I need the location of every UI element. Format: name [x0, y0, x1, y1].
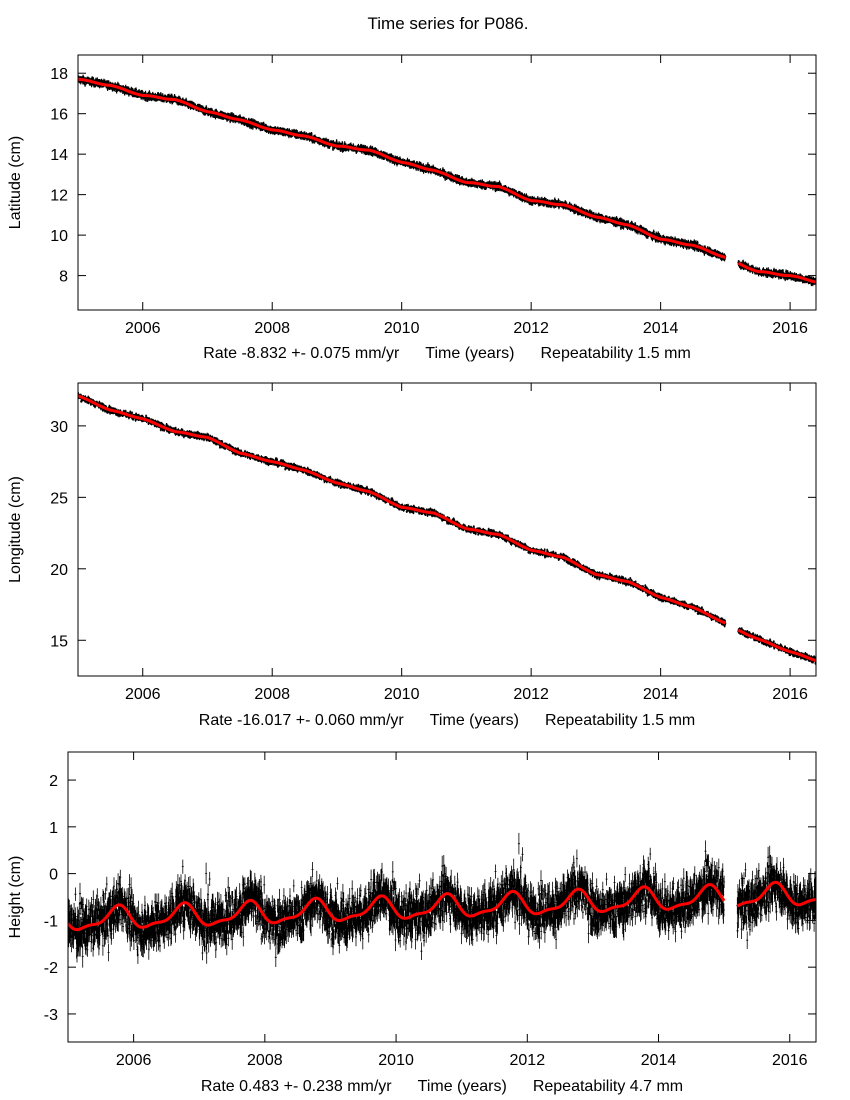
latitude-x-axis-label: Rate -8.832 +- 0.075 mm/yr Time (years) Re…: [203, 345, 691, 362]
height-observation-points: [68, 832, 816, 968]
latitude-rate-text: Rate -8.832 +- 0.075 mm/yr: [203, 345, 400, 362]
y-tick-label: 25: [50, 490, 68, 507]
y-tick-label: 18: [50, 66, 68, 83]
x-tick-label: 2016: [772, 320, 808, 337]
height-x-axis-label: Rate 0.483 +- 0.238 mm/yr Time (years) Rep…: [201, 1078, 683, 1095]
x-tick-label: 2008: [247, 1052, 283, 1069]
x-tick-label: 2006: [125, 320, 161, 337]
longitude-time-label: Time (years): [430, 712, 519, 729]
longitude-model-fit: [78, 394, 816, 663]
y-tick-label: 15: [50, 633, 68, 650]
x-tick-label: 2016: [772, 686, 808, 703]
height-repeatability-text: Repeatability 4.7 mm: [533, 1078, 683, 1095]
x-tick-label: 2006: [125, 686, 161, 703]
x-tick-label: 2010: [384, 686, 420, 703]
y-tick-label: 20: [50, 562, 68, 579]
y-tick-label: 10: [50, 228, 68, 245]
height-fit-line-1: [736, 880, 816, 908]
longitude-y-axis-label: Longitude (cm): [7, 476, 24, 583]
longitude-panel: 2006 2008 2010 2012 2014 2016 15 20 25 30 Longitud…: [7, 382, 817, 729]
latitude-fit-line-0: [78, 77, 726, 259]
x-tick-label: 2012: [513, 686, 549, 703]
longitude-plot-frame: [77, 382, 817, 677]
x-tick-label: 2008: [254, 686, 290, 703]
height-y-axis-label: Height (cm): [7, 856, 24, 939]
y-tick-label: -1: [44, 913, 58, 930]
y-tick-label: 14: [50, 147, 68, 164]
y-tick-label: 0: [49, 867, 58, 884]
y-tick-label: -3: [44, 1007, 58, 1024]
y-tick-label: 12: [50, 188, 68, 205]
latitude-time-label: Time (years): [425, 345, 514, 362]
y-tick-label: 30: [50, 419, 68, 436]
y-tick-label: 16: [50, 107, 68, 124]
latitude-plot-frame: [77, 54, 817, 311]
x-tick-label: 2006: [116, 1052, 152, 1069]
latitude-observation-points: [78, 74, 816, 287]
x-tick-label: 2014: [643, 320, 679, 337]
figure-title: Time series for P086.: [367, 14, 529, 33]
x-tick-label: 2010: [378, 1052, 414, 1069]
longitude-rate-text: Rate -16.017 +- 0.060 mm/yr: [199, 712, 405, 729]
latitude-observations: [78, 74, 816, 287]
x-tick-label: 2016: [772, 1052, 808, 1069]
height-panel: 2006 2008 2010 2012 2014 2016 -3 -2 -1 0 1 2 Height …: [7, 751, 817, 1095]
x-tick-label: 2008: [254, 320, 290, 337]
y-tick-label: 8: [59, 269, 68, 286]
x-tick-label: 2012: [513, 320, 549, 337]
height-plot-frame: [67, 751, 817, 1043]
latitude-repeatability-text: Repeatability 1.5 mm: [540, 345, 690, 362]
longitude-fit-line-0: [78, 394, 726, 625]
height-time-label: Time (years): [418, 1078, 507, 1095]
y-tick-label: 1: [49, 820, 58, 837]
latitude-y-axis-label: Latitude (cm): [7, 136, 24, 229]
longitude-x-axis-label: Rate -16.017 +- 0.060 mm/yr Time (years) R…: [199, 712, 695, 729]
height-fit-line-0: [68, 883, 726, 932]
x-tick-label: 2014: [641, 1052, 677, 1069]
height-model-fit: [68, 880, 816, 932]
x-tick-label: 2010: [384, 320, 420, 337]
y-tick-label: 2: [49, 773, 58, 790]
longitude-fit-line-1: [737, 628, 816, 663]
x-tick-label: 2012: [510, 1052, 546, 1069]
y-tick-label: -2: [44, 960, 58, 977]
x-tick-label: 2014: [643, 686, 679, 703]
latitude-fit-line-1: [737, 261, 816, 284]
latitude-panel: 2006 2008 2010 2012 2014 2016 8 10 12 14 16 18 Latit…: [7, 54, 817, 362]
longitude-repeatability-text: Repeatability 1.5 mm: [545, 712, 695, 729]
height-observations: [68, 832, 816, 968]
latitude-model-fit: [78, 77, 816, 284]
height-rate-text: Rate 0.483 +- 0.238 mm/yr: [201, 1078, 392, 1095]
